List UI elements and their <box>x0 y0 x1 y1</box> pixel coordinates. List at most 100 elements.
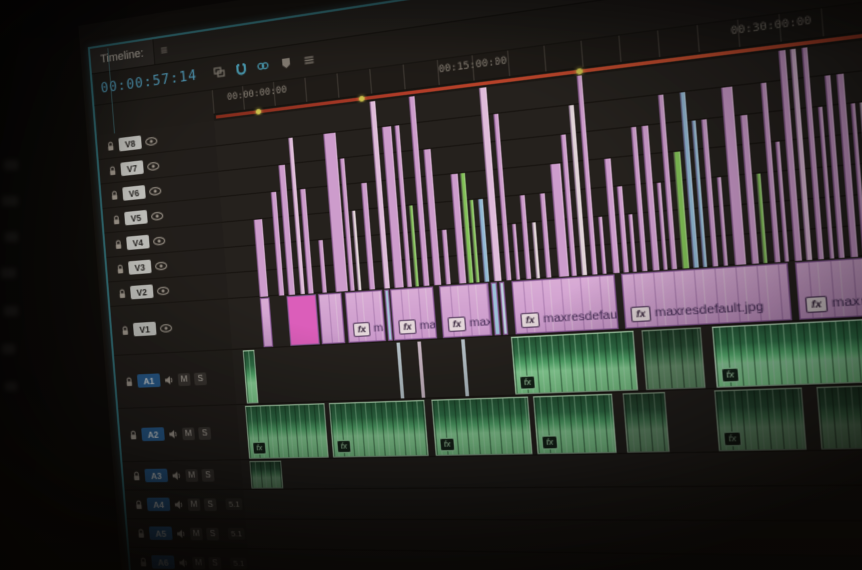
lock-icon[interactable] <box>108 165 118 176</box>
track-target-v3[interactable]: V3 <box>128 259 152 275</box>
mute-button[interactable]: M <box>181 426 195 440</box>
lock-icon[interactable] <box>139 557 149 567</box>
v1-clip[interactable]: fx maxresdefault.jpg <box>344 289 386 343</box>
audio-clip-a2[interactable]: fx <box>431 396 533 456</box>
track-target-v7[interactable]: V7 <box>120 160 144 177</box>
v1-clip[interactable]: fx maxresdefault.jpg <box>438 282 493 339</box>
mute-button[interactable]: M <box>185 468 199 482</box>
v1-clip[interactable] <box>318 292 346 345</box>
track-target-v6[interactable]: V6 <box>122 185 146 201</box>
toggle-track-output-eye-icon[interactable] <box>147 161 160 171</box>
timeline-settings-icon[interactable] <box>300 51 317 68</box>
snap-icon[interactable] <box>233 61 249 78</box>
bezel-reflection <box>5 382 17 391</box>
lock-icon[interactable] <box>117 288 127 299</box>
track-lanes: fx maxresdefault.jpg fx maxresdefault.jpg fx… <box>214 29 862 570</box>
lock-icon[interactable] <box>136 528 146 538</box>
audio-clip-a2[interactable] <box>622 391 670 453</box>
solo-button[interactable]: S <box>193 371 207 385</box>
mute-button[interactable]: M <box>187 497 201 511</box>
lock-icon[interactable] <box>134 499 144 509</box>
add-marker-icon[interactable] <box>277 54 293 71</box>
toggle-track-output-eye-icon[interactable] <box>160 323 173 332</box>
track-header-a2: A2 M S <box>118 405 241 463</box>
solo-button[interactable]: S <box>205 527 220 540</box>
audio-clip-a2[interactable]: fx <box>532 393 617 455</box>
lock-icon[interactable] <box>124 376 134 387</box>
bezel-reflection <box>4 306 18 316</box>
solo-button[interactable]: S <box>201 468 215 482</box>
toggle-track-output-eye-icon[interactable] <box>155 261 168 270</box>
track-target-v4[interactable]: V4 <box>126 234 150 251</box>
speaker-icon <box>176 528 187 538</box>
track-target-a3[interactable]: A3 <box>144 468 169 483</box>
track-target-a6[interactable]: A6 <box>151 555 175 569</box>
clip-name: maxresdefault.jpg <box>373 321 386 335</box>
solo-button[interactable]: S <box>208 556 222 570</box>
lock-icon[interactable] <box>120 325 130 336</box>
audio-clip-a2[interactable]: fx <box>714 387 807 452</box>
lock-icon[interactable] <box>106 140 116 151</box>
mute-button[interactable]: M <box>177 372 191 386</box>
audio-clip-a2[interactable]: fx <box>328 399 429 458</box>
audio-clip-a1[interactable]: fx <box>510 330 639 395</box>
track-target-v5[interactable]: V5 <box>124 209 148 226</box>
sequence-marker-dot[interactable] <box>576 68 583 75</box>
app-background: Timeline: ≡ 00:00:57:14 00:00:00:00 00:15… <box>78 0 862 570</box>
toggle-track-output-eye-icon[interactable] <box>153 236 166 245</box>
lock-icon[interactable] <box>132 471 142 481</box>
sequence-marker-dot[interactable] <box>255 108 262 115</box>
lock-icon[interactable] <box>114 239 124 250</box>
sequence-marker-dot[interactable] <box>358 95 365 102</box>
audio-clip-a1[interactable]: fx <box>711 315 862 388</box>
track-target-a4[interactable]: A4 <box>146 497 171 512</box>
v1-clip[interactable] <box>286 294 320 346</box>
v1-clip[interactable]: fx maxresdefault.jpg <box>794 250 862 320</box>
clip-label: fx maxresdefault.jpg <box>394 318 438 340</box>
toggle-track-output-eye-icon[interactable] <box>145 136 158 146</box>
timeline-panel: Timeline: ≡ 00:00:57:14 00:00:00:00 00:15… <box>87 0 862 570</box>
v1-clip[interactable]: fx maxresdefault.jpg <box>511 274 619 335</box>
solo-button[interactable]: S <box>198 426 212 440</box>
v1-clip[interactable]: fx maxresdefault.jpg <box>621 262 793 329</box>
lock-icon[interactable] <box>112 214 122 225</box>
audio-waveform <box>817 383 862 449</box>
track-target-v2[interactable]: V2 <box>129 284 154 300</box>
nest-toggle-icon[interactable] <box>211 64 227 81</box>
linked-selection-icon[interactable] <box>255 57 271 74</box>
panel-menu-icon[interactable]: ≡ <box>159 42 169 59</box>
v1-clip[interactable]: fx maxresdefault.jpg <box>389 286 438 341</box>
fx-badge: fx <box>518 375 537 390</box>
audio-clip-a2[interactable]: fx <box>244 403 329 459</box>
playhead-timecode[interactable]: 00:00:57:14 <box>100 67 198 97</box>
track-target-a2[interactable]: A2 <box>141 427 165 442</box>
audio-waveform <box>642 328 705 389</box>
audio-clip-a2[interactable] <box>816 382 862 450</box>
track-header-a5: A5 M S 5.1 <box>126 519 248 550</box>
track-target-v1[interactable]: V1 <box>132 321 157 337</box>
fx-badge: fx <box>722 431 743 447</box>
clip-cut-stripes <box>319 293 345 344</box>
mute-button[interactable]: M <box>189 527 203 540</box>
track-target-v8[interactable]: V8 <box>118 135 142 152</box>
solo-button[interactable]: S <box>203 497 217 511</box>
lock-icon[interactable] <box>110 189 120 200</box>
bezel-reflection <box>1 268 16 278</box>
lock-icon[interactable] <box>129 429 139 439</box>
audio-clip-a3[interactable] <box>249 460 284 489</box>
toggle-track-output-eye-icon[interactable] <box>157 286 170 295</box>
speaker-icon <box>164 374 175 385</box>
toggle-track-output-eye-icon[interactable] <box>149 186 162 196</box>
toggle-track-output-eye-icon[interactable] <box>151 211 164 220</box>
track-target-a5[interactable]: A5 <box>148 526 173 541</box>
surround-5-1-badge: 5.1 <box>225 498 244 511</box>
track-lane-a4[interactable] <box>243 485 862 522</box>
toolbar-icons <box>211 51 317 81</box>
clip-name: maxresdefault.jpg <box>419 318 438 333</box>
mute-button[interactable]: M <box>192 556 206 570</box>
track-target-a1[interactable]: A1 <box>136 373 161 388</box>
audio-clip-a1[interactable] <box>641 327 706 391</box>
audio-waveform <box>250 461 283 488</box>
lock-icon[interactable] <box>116 263 126 274</box>
clip-label: fx maxresdefault.jpg <box>443 315 492 337</box>
